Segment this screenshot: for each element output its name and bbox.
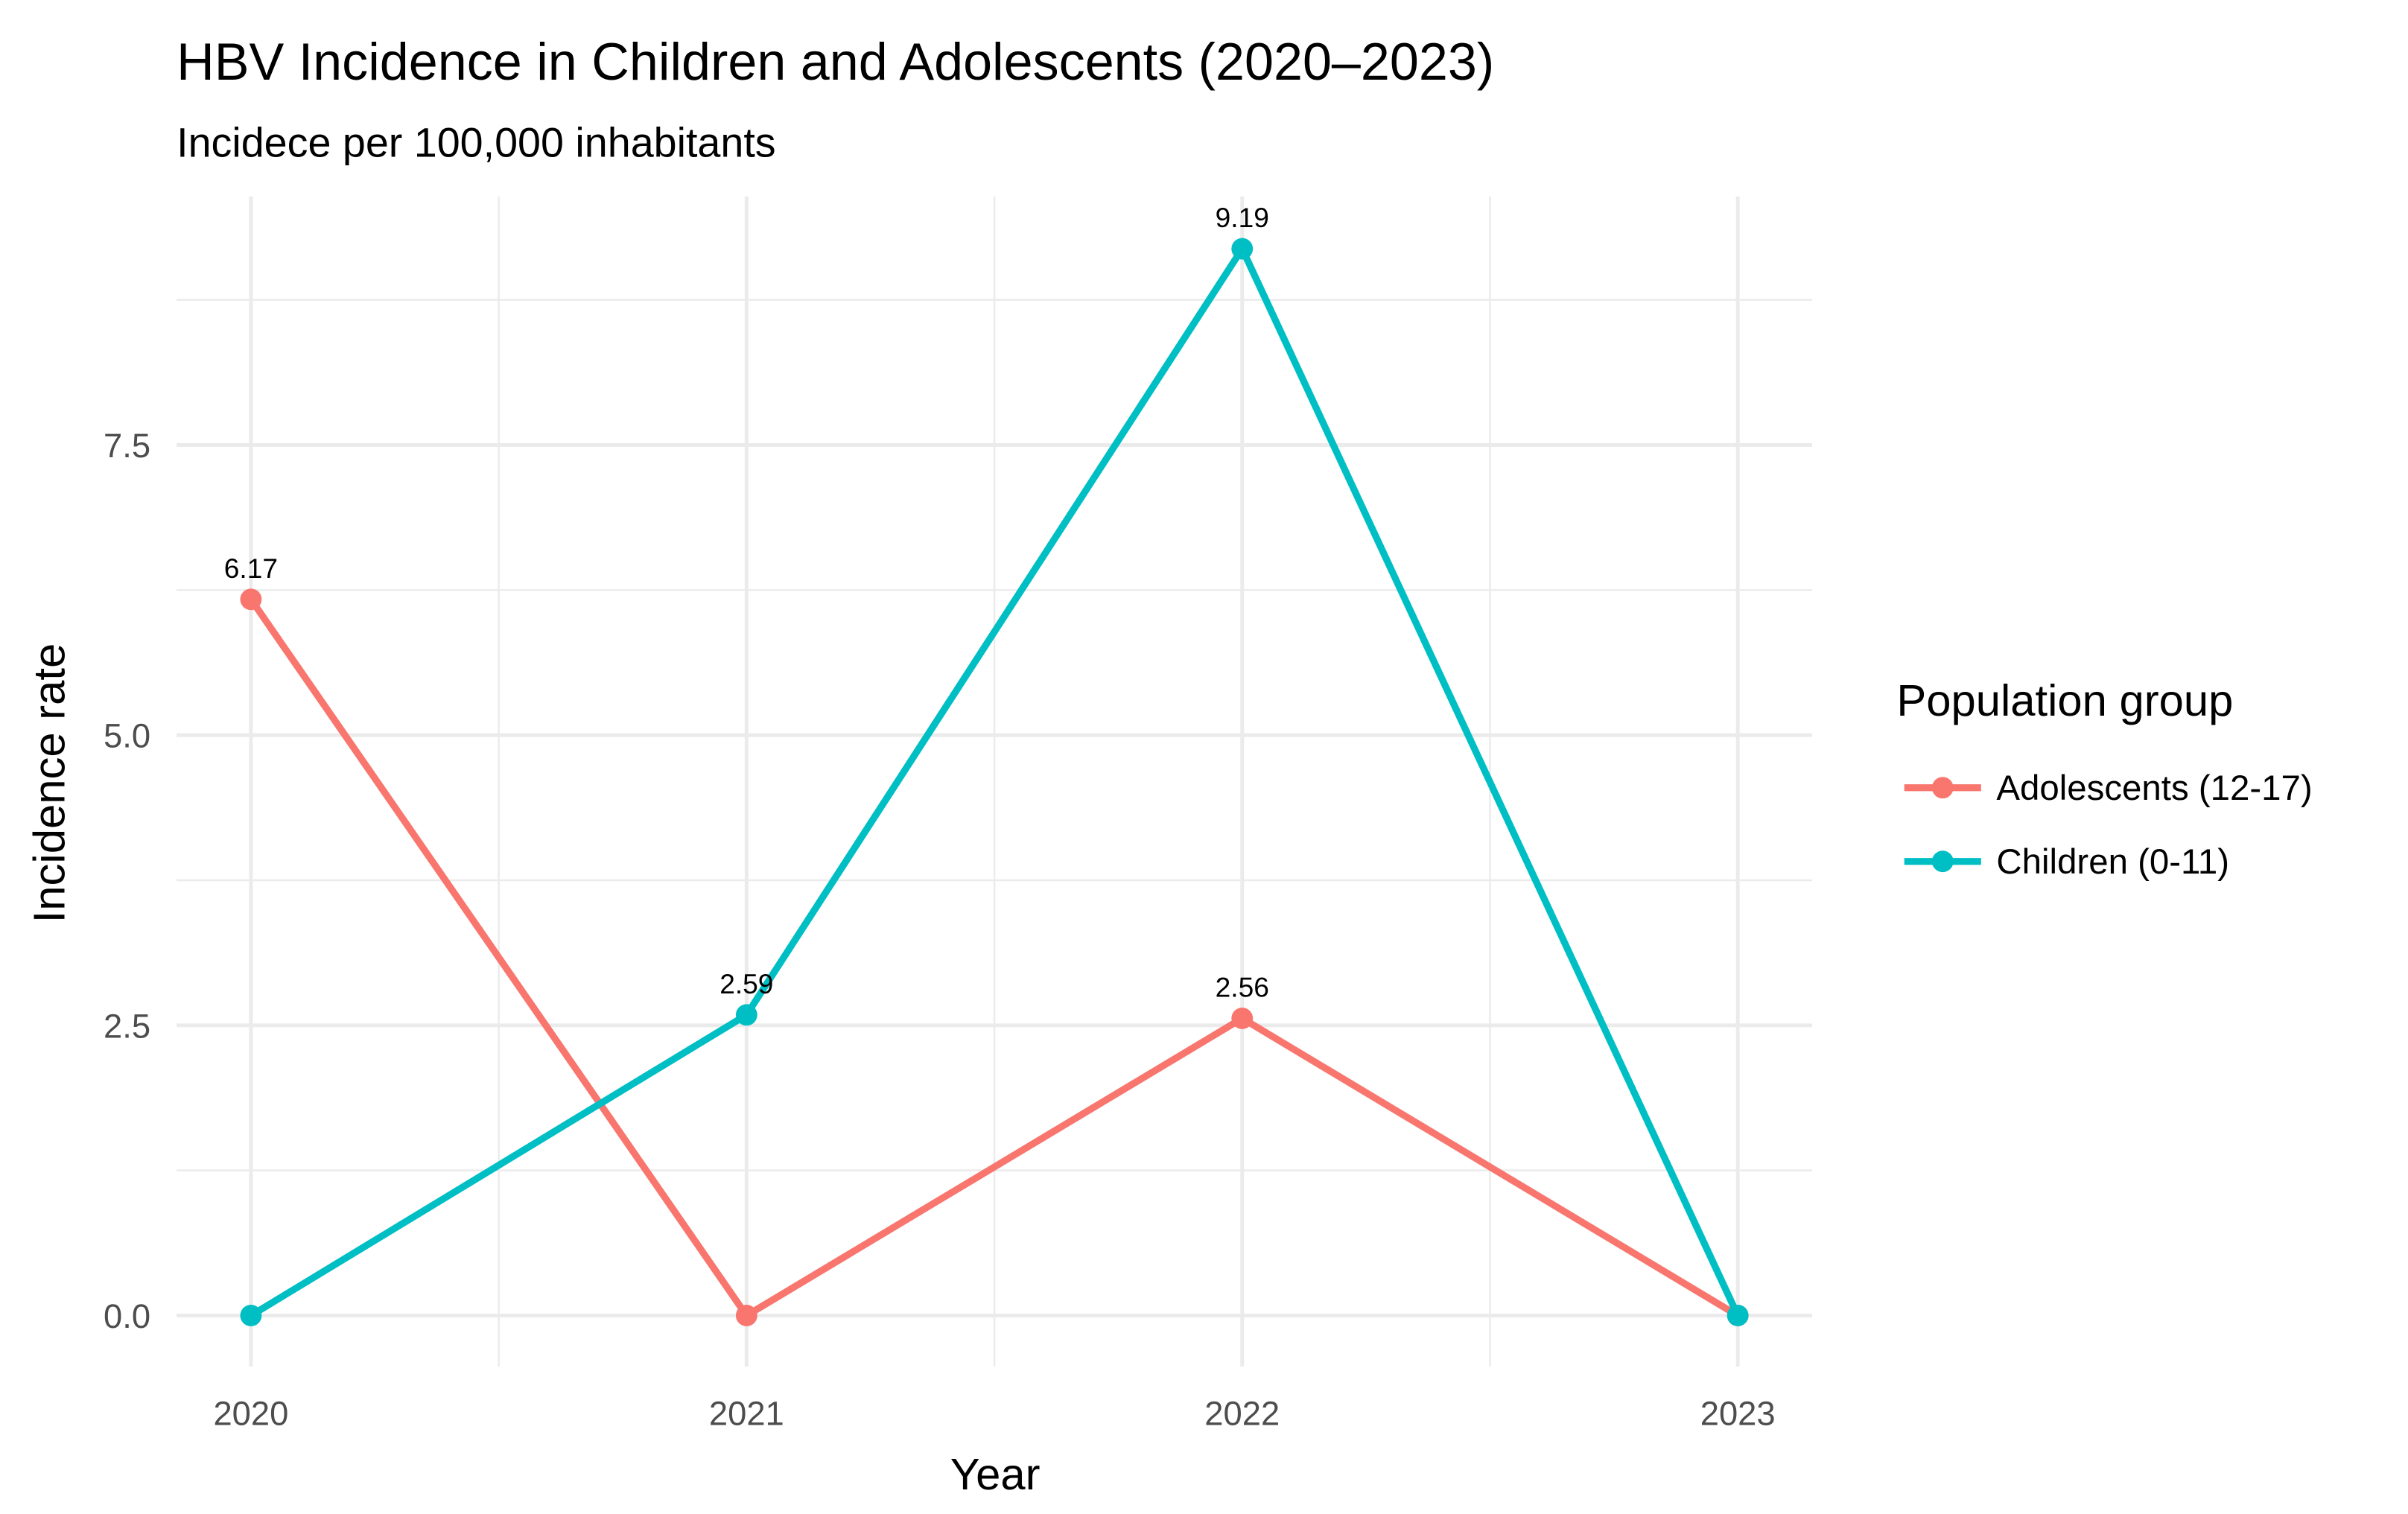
y-tick-label: 7.5: [104, 427, 150, 465]
legend: Adolescents (12-17) Children (0-11): [1904, 769, 2313, 882]
data-label: 9.19: [1216, 202, 1269, 233]
legend-title: Population group: [1896, 675, 2233, 725]
data-point: [240, 588, 262, 611]
x-tick-label: 2022: [1204, 1394, 1280, 1432]
x-tick-label: 2023: [1700, 1394, 1776, 1432]
data-label: 2.59: [719, 968, 773, 999]
chart-subtitle: Incidece per 100,000 inhabitants: [177, 119, 776, 165]
data-point: [735, 1004, 757, 1026]
x-axis-title: Year: [950, 1449, 1041, 1499]
data-point: [1726, 1305, 1749, 1326]
plot-area: 6.17 2.56 2.59 9.19: [224, 202, 1749, 1326]
data-label: 6.17: [224, 553, 278, 584]
y-tick-label: 0.0: [104, 1297, 150, 1335]
data-point: [1231, 238, 1254, 260]
x-tick-label: 2021: [709, 1394, 784, 1432]
data-label: 2.56: [1216, 972, 1269, 1003]
y-tick-label: 2.5: [104, 1007, 150, 1045]
series-line: [248, 597, 1740, 1320]
legend-label: Adolescents (12-17): [1996, 769, 2312, 808]
series-line: [249, 241, 1741, 1319]
x-tick-label: 2020: [213, 1394, 288, 1432]
legend-key-point: [1931, 777, 1954, 799]
y-axis-title: Incidence rate: [25, 643, 74, 923]
legend-label: Children (0-11): [1996, 842, 2229, 882]
data-point: [240, 1305, 262, 1326]
y-tick-label: 5.0: [104, 717, 150, 755]
legend-key-point: [1931, 850, 1954, 873]
data-point: [735, 1305, 757, 1326]
chart-title: HBV Incidence in Children and Adolescent…: [177, 33, 1494, 91]
data-point: [1231, 1008, 1254, 1029]
grid: 0.0 2.5 5.0 7.5 2020 2021 2022 2023: [104, 196, 1812, 1432]
